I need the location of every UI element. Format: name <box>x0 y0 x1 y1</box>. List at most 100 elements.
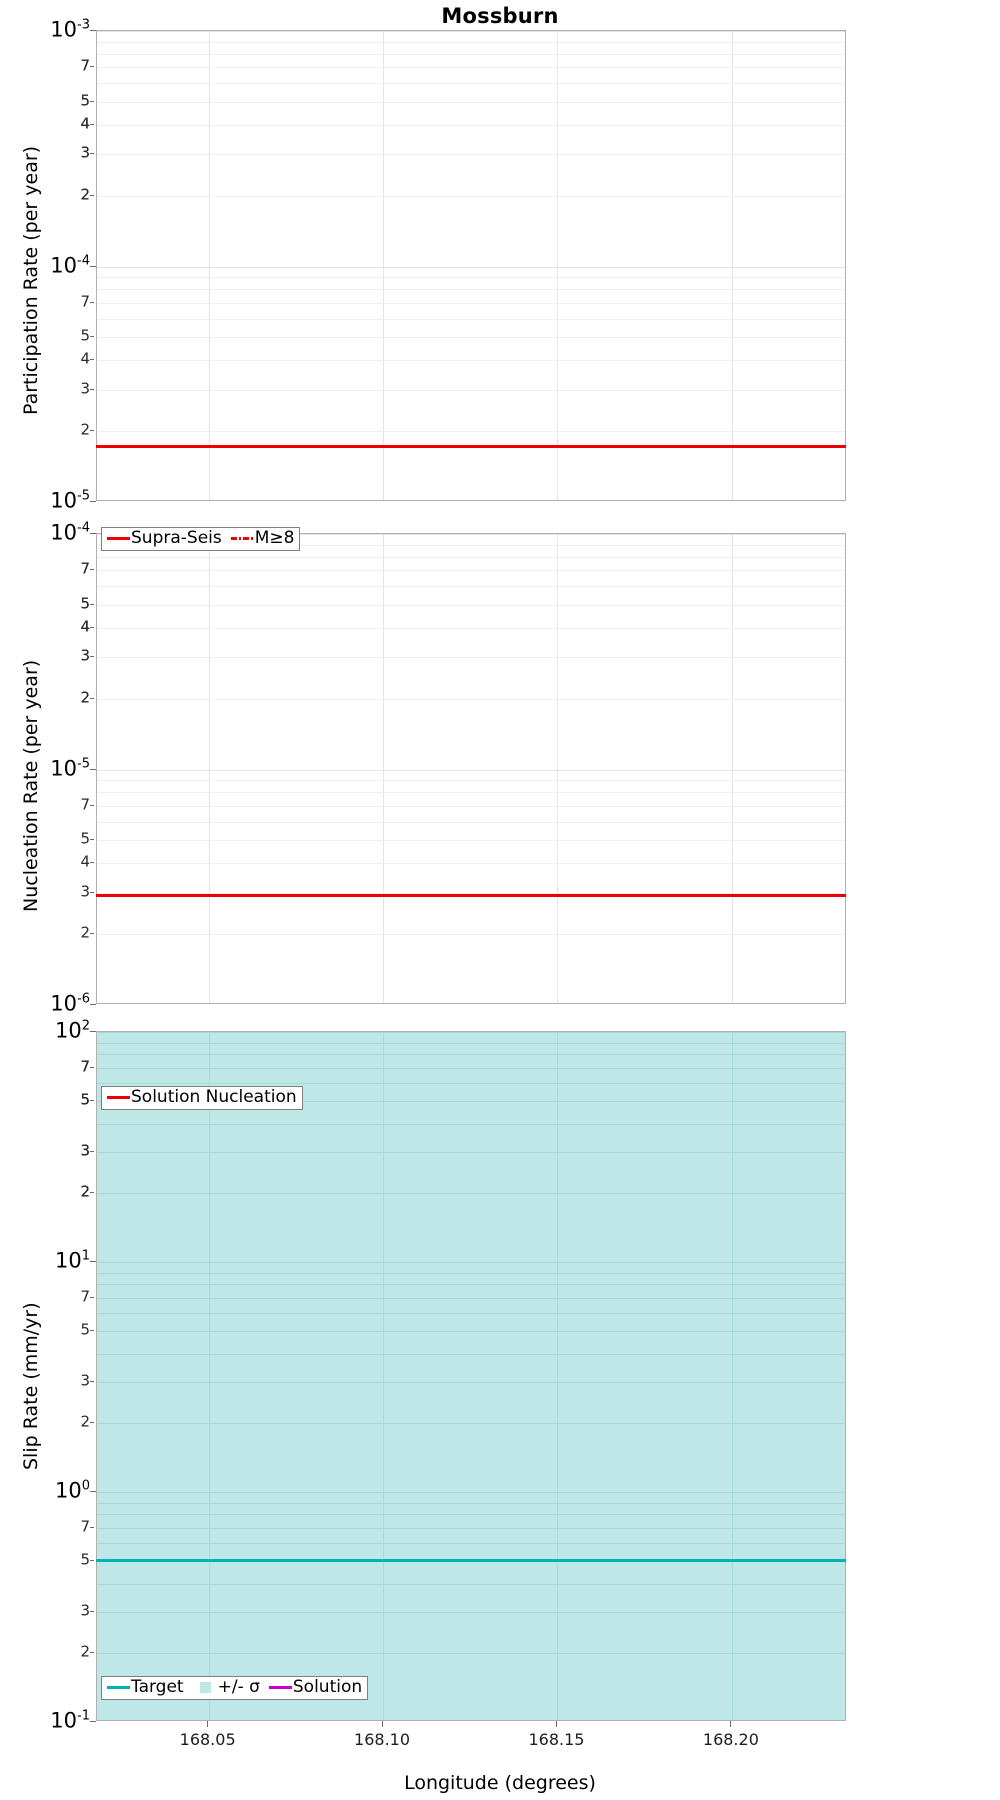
ytick-label-minor: 4 <box>80 349 90 368</box>
ytick-labels-nucleation-rate: 10-4 7 5 4 3 2 10-5 7 5 4 3 2 10-6 7 5 4 3 2 <box>12 521 96 1014</box>
gridline-horizontal <box>97 1032 845 1033</box>
ytick-mark <box>90 1651 94 1653</box>
ytick-label-minor: 2 <box>80 185 90 204</box>
legend-nucleation-rate[interactable]: Solution Nucleation <box>101 1086 303 1110</box>
gridline-horizontal <box>97 31 845 32</box>
plot-area-slip-rate[interactable] <box>96 1031 846 1721</box>
legend-entry[interactable]: Supra-Seis <box>107 530 222 547</box>
axis-label-slip-rate: Slip Rate (mm/yr) <box>20 1302 42 1470</box>
ytick-mark <box>90 839 94 841</box>
ytick-label-major: 10-4 <box>50 253 90 277</box>
plot-area-nucleation-rate[interactable] <box>96 533 846 1004</box>
gridline-horizontal <box>97 1083 845 1084</box>
ytick-label-major: 101 <box>54 1248 90 1273</box>
ytick-mark <box>90 1004 96 1005</box>
gridline-horizontal <box>97 545 845 546</box>
ytick-label-minor: 3 <box>80 143 90 162</box>
axis-label-nucleation-rate: Nucleation Rate (per year) <box>20 659 42 912</box>
gridline-horizontal <box>97 337 845 338</box>
legend-entry[interactable]: M≥8 <box>230 528 295 548</box>
gridline-horizontal <box>97 154 845 155</box>
gridline-vertical <box>731 534 733 1003</box>
series-line-solution-nucleation <box>96 893 846 897</box>
ytick-label-minor: 5 <box>80 91 90 110</box>
ytick-label-minor: 5 <box>80 326 90 345</box>
gridline-vertical <box>383 31 385 500</box>
ytick-mark <box>90 194 94 196</box>
plot-area-participation-rate[interactable] <box>96 30 846 501</box>
ytick-label-minor: 3 <box>80 1141 90 1160</box>
ytick-mark <box>90 1151 94 1153</box>
ytick-label-minor: 5 <box>80 1320 90 1339</box>
ytick-label-minor: 3 <box>80 379 90 398</box>
gridline-vertical <box>383 534 385 1003</box>
ytick-label-minor: 7 <box>80 56 90 75</box>
ytick-label-minor: 5 <box>80 594 90 613</box>
legend-label: M≥8 <box>254 528 295 548</box>
gridline-horizontal <box>97 1423 845 1424</box>
gridline-horizontal <box>97 1354 845 1355</box>
series-line-target <box>96 1558 846 1562</box>
axis-label-participation-rate: Participation Rate (per year) <box>20 145 42 415</box>
ytick-label-minor: 7 <box>80 1517 90 1536</box>
ytick-mark <box>90 1031 96 1032</box>
ytick-labels-slip-rate: 102 7 5 3 2 101 7 5 3 2 100 7 5 3 2 10-1 7 5 3 2 7 5 3 2 <box>12 1019 96 1731</box>
gridline-vertical <box>208 1032 210 1720</box>
gridline-horizontal <box>97 1152 845 1153</box>
gridline-horizontal <box>97 67 845 68</box>
gridline-horizontal <box>97 934 845 935</box>
legend-entry[interactable]: +/- σ <box>193 1679 260 1696</box>
legend-entry[interactable]: Target <box>107 1679 184 1696</box>
ytick-label-minor: 5 <box>80 1090 90 1109</box>
ytick-label-minor: 7 <box>80 559 90 578</box>
ytick-mark <box>90 388 94 390</box>
ytick-mark <box>90 569 94 571</box>
ytick-mark <box>90 891 94 893</box>
ytick-mark <box>90 1191 94 1193</box>
ytick-label-minor: 3 <box>80 1371 90 1390</box>
gridline-horizontal <box>97 319 845 320</box>
gridline-horizontal <box>97 289 845 290</box>
legend-participation-rate[interactable]: Supra-Seis M≥8 <box>101 527 301 551</box>
ytick-mark <box>90 533 96 534</box>
gridline-horizontal <box>97 1262 845 1263</box>
gridline-horizontal <box>97 1612 845 1613</box>
legend-slip-rate[interactable]: Target +/- σ Solution <box>101 1676 369 1700</box>
ytick-mark <box>90 123 94 125</box>
panel-participation-rate <box>96 30 846 501</box>
xtick-mark <box>381 1721 383 1727</box>
ytick-mark <box>90 430 94 432</box>
axis-label-longitude: Longitude (degrees) <box>404 1772 596 1794</box>
ytick-label-major: 10-1 <box>50 1708 90 1733</box>
ytick-mark <box>90 30 96 31</box>
ytick-label-minor: 2 <box>80 1642 90 1661</box>
ytick-label-minor: 3 <box>80 1601 90 1620</box>
gridline-horizontal <box>97 102 845 103</box>
ytick-mark <box>90 1491 96 1492</box>
legend-entry[interactable]: Solution Nucleation <box>107 1089 297 1106</box>
gridline-horizontal <box>97 605 845 606</box>
panel-slip-rate <box>96 1031 846 1721</box>
ytick-label-minor: 2 <box>80 420 90 439</box>
ytick-mark <box>90 1560 94 1562</box>
ytick-label-minor: 3 <box>80 1141 90 1160</box>
ytick-label-minor: 7 <box>80 292 90 311</box>
gridline-horizontal <box>97 1543 845 1544</box>
ytick-label-minor: 7 <box>80 1057 90 1076</box>
gridline-horizontal <box>97 83 845 84</box>
legend-label: Supra-Seis <box>131 528 222 548</box>
ytick-mark <box>90 501 96 502</box>
gridline-horizontal <box>97 557 845 558</box>
legend-entry[interactable]: Solution <box>268 1677 363 1697</box>
gridline-horizontal <box>97 1043 845 1044</box>
xtick-label: 168.10 <box>354 1730 411 1749</box>
ytick-label-minor: 2 <box>80 923 90 942</box>
ytick-mark <box>90 1381 94 1383</box>
gridline-horizontal <box>97 822 845 823</box>
legend-label: Solution <box>292 1677 363 1697</box>
legend-line-swatch <box>107 1686 130 1689</box>
gridline-horizontal <box>97 1054 845 1055</box>
ytick-mark <box>90 603 94 605</box>
ytick-mark <box>90 768 96 770</box>
